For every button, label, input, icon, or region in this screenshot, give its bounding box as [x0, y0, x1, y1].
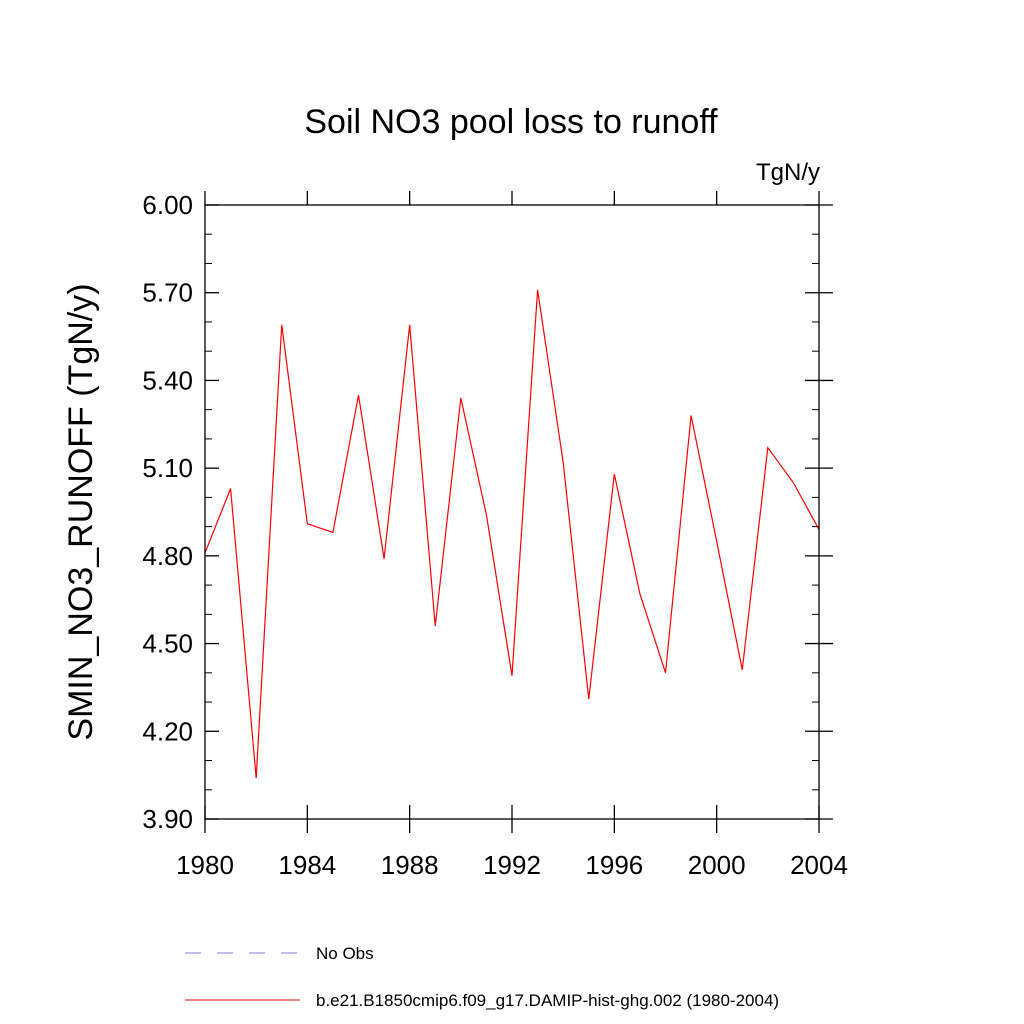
y-tick-label: 3.90 — [142, 804, 193, 834]
y-tick-label: 4.20 — [142, 716, 193, 746]
series-layer — [204, 289, 820, 779]
x-tick-label: 1988 — [381, 850, 439, 880]
x-tick-label: 2004 — [790, 850, 848, 880]
x-tick-label: 1980 — [176, 850, 234, 880]
y-tick-label: 4.50 — [142, 629, 193, 659]
y-tick-label: 5.70 — [142, 278, 193, 308]
x-tick-label: 2000 — [688, 850, 746, 880]
x-tick-label: 1996 — [585, 850, 643, 880]
legend-label: No Obs — [316, 944, 374, 963]
axis-ticks: 1980 1984 1988 1992 1996 2000 2004 3.90 4.20 4.50… — [142, 190, 848, 880]
x-tick-label: 1992 — [483, 850, 541, 880]
units-label: TgN/y — [756, 159, 820, 186]
y-tick-label: 5.40 — [142, 365, 193, 395]
plot-frame — [204, 204, 820, 820]
y-axis-label: SMIN_NO3_RUNOFF (TgN/y) — [62, 283, 100, 740]
series-line — [204, 289, 820, 779]
legend-label: b.e21.B1850cmip6.f09_g17.DAMIP-hist-ghg.… — [316, 991, 779, 1010]
y-tick-label: 6.00 — [142, 190, 193, 220]
chart-title: Soil NO3 pool loss to runoff — [304, 103, 718, 141]
legend: No Obs b.e21.B1850cmip6.f09_g17.DAMIP-his… — [185, 944, 779, 1010]
x-tick-label: 1984 — [278, 850, 336, 880]
y-tick-label: 5.10 — [142, 453, 193, 483]
y-tick-label: 4.80 — [142, 541, 193, 571]
